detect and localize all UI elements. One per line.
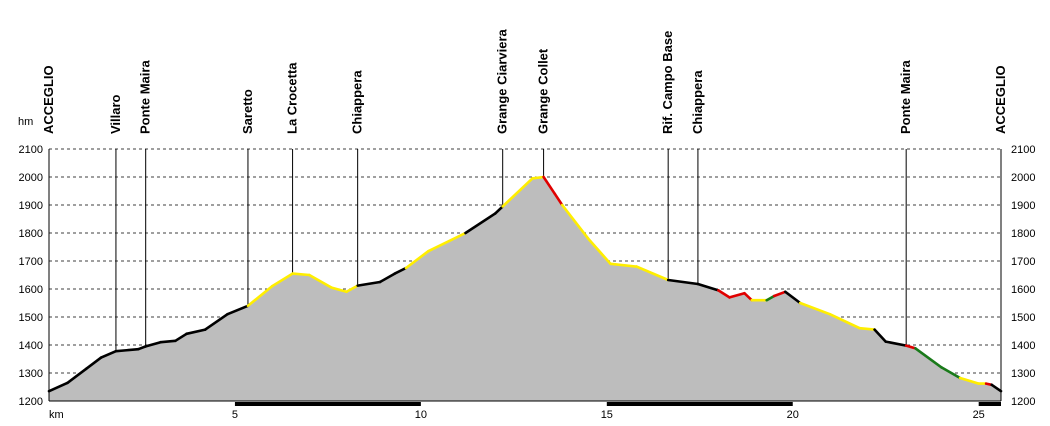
profile-segment-yellow: [345, 284, 360, 294]
y-tick-label-right: 1200: [1011, 396, 1035, 408]
profile-segment-yellow: [560, 203, 590, 240]
profile-segment-red: [542, 175, 557, 196]
y-tick-label-right: 2000: [1011, 172, 1035, 184]
waypoint-label: Saretto: [240, 89, 255, 134]
y-tick-label-left: 1300: [19, 368, 43, 380]
profile-segment-red: [728, 291, 746, 299]
profile-line: [47, 175, 1003, 393]
profile-segment-yellow: [958, 376, 981, 385]
waypoint-label: ACCEGLIO: [41, 65, 56, 134]
waypoint-label: Grange Ciarviera: [495, 28, 510, 134]
profile-segment-black: [47, 381, 69, 393]
y-tick-label-left: 2000: [19, 172, 43, 184]
profile-area: [49, 177, 1001, 401]
profile-segment-yellow: [270, 272, 294, 288]
y-tick-label-right: 1900: [1011, 200, 1035, 212]
y-axis-unit-label: hm: [18, 116, 33, 128]
x-tick-label: 10: [415, 409, 427, 421]
profile-segment-black: [99, 349, 118, 359]
waypoint-label: Grange Collet: [536, 48, 551, 134]
profile-segment-red: [553, 192, 564, 207]
y-tick-label-left: 1900: [19, 200, 43, 212]
profile-segment-yellow: [858, 326, 876, 331]
y-tick-label-right: 1600: [1011, 284, 1035, 296]
profile-segment-yellow: [586, 237, 612, 266]
y-tick-label-left: 1500: [19, 312, 43, 324]
profile-segment-black: [696, 282, 720, 292]
waypoint-markers: ACCEGLIO Villaro Ponte Maira Saretto La Croc…: [41, 28, 1008, 352]
profile-segment-black: [159, 339, 177, 344]
x-tick-label: 15: [601, 409, 613, 421]
waypoint-label: Rif. Campo Base: [660, 31, 675, 134]
profile-segment-black: [783, 290, 802, 305]
profile-segment-black: [873, 328, 888, 343]
profile-segment-yellow: [246, 284, 274, 308]
y-tick-label-left: 1200: [19, 396, 43, 408]
y-tick-label-left: 1600: [19, 284, 43, 296]
profile-segment-yellow: [828, 312, 862, 330]
profile-segment-black: [144, 340, 162, 348]
profile-segment-black: [203, 312, 229, 331]
profile-segment-black: [66, 367, 88, 385]
y-tick-label-right: 1700: [1011, 256, 1035, 268]
y-tick-label-right: 1400: [1011, 340, 1035, 352]
profile-segment-red: [743, 291, 754, 302]
x-scale-band: [234, 402, 421, 406]
x-scale-band: [606, 402, 793, 406]
profile-segment-black: [137, 345, 147, 351]
profile-segment-black: [666, 278, 700, 286]
x-tick-label: 25: [973, 409, 985, 421]
profile-segment-black: [378, 272, 397, 284]
profile-segment-red: [717, 289, 731, 299]
waypoint-label: La Crocetta: [285, 62, 300, 134]
profile-segment-black: [185, 328, 207, 336]
profile-segment-black: [356, 280, 382, 287]
profile-segment-black: [990, 383, 1003, 393]
profile-segment-green: [765, 294, 776, 302]
elevation-area: [49, 177, 1001, 401]
profile-segment-yellow: [635, 265, 670, 282]
profile-segment-black: [84, 356, 103, 371]
waypoint-label: Chiappera: [350, 70, 365, 134]
profile-segment-red: [904, 344, 917, 350]
profile-segment-yellow: [330, 286, 348, 294]
y-tick-label-right: 1300: [1011, 368, 1035, 380]
profile-segment-yellow: [404, 249, 430, 270]
profile-segment-black: [226, 304, 250, 316]
x-tick-label: 5: [232, 409, 238, 421]
waypoint-label: Chiappera: [690, 70, 705, 134]
waypoint-label: Ponte Maira: [138, 60, 153, 134]
profile-segment-yellow: [426, 231, 467, 253]
profile-segment-red: [772, 290, 787, 298]
profile-segment-yellow: [531, 175, 545, 180]
waypoint-label: Villaro: [108, 94, 123, 134]
profile-segment-black: [884, 340, 908, 347]
axes: 1200 1200 1300 1300 1400 1400 1500 1500 1600 1600…: [19, 144, 1036, 421]
profile-segment-black: [114, 347, 140, 353]
profile-segment-black: [393, 266, 408, 275]
x-axis-unit-label: km: [49, 409, 64, 421]
profile-segment-yellow: [798, 301, 832, 316]
y-tick-label-left: 1400: [19, 340, 43, 352]
profile-segment-green: [914, 347, 943, 369]
waypoint-label: Ponte Maira: [898, 60, 913, 134]
x-tick-label: 20: [787, 409, 799, 421]
profile-segment-yellow: [501, 177, 534, 208]
profile-segment-green: [940, 366, 962, 380]
profile-segment-yellow: [609, 262, 638, 268]
y-tick-label-right: 2100: [1011, 144, 1035, 156]
profile-segment-black: [174, 332, 188, 343]
y-tick-label-right: 1500: [1011, 312, 1035, 324]
profile-segment-black: [493, 205, 505, 215]
profile-segment-yellow: [291, 272, 311, 277]
y-tick-label-right: 1800: [1011, 228, 1035, 240]
x-scale-band: [978, 402, 1001, 406]
y-tick-label-left: 2100: [19, 144, 43, 156]
profile-segment-black: [464, 212, 497, 235]
y-tick-label-left: 1700: [19, 256, 43, 268]
y-tick-label-left: 1800: [19, 228, 43, 240]
profile-segment-yellow: [307, 273, 333, 289]
waypoint-label: ACCEGLIO: [993, 65, 1008, 134]
